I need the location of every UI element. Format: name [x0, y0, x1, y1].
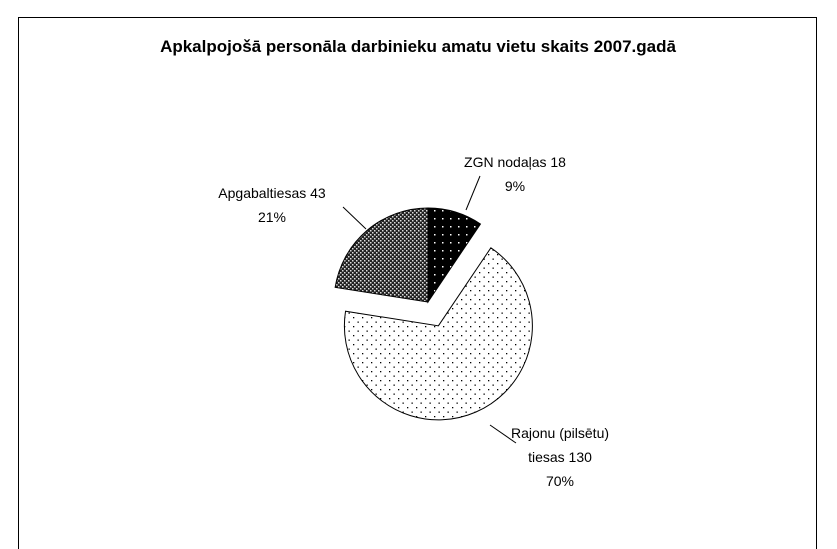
chart-title: Apkalpojošā personāla darbinieku amatu v… — [160, 37, 676, 56]
category-label: ZGN nodaļas — [464, 154, 546, 170]
category-label: Apgabaltiesas — [218, 185, 306, 201]
value-label: 43 — [310, 185, 326, 201]
value-label: 130 — [569, 449, 593, 465]
slice-label: Apgabaltiesas 43 — [218, 185, 326, 201]
percent-label: 21% — [258, 209, 286, 225]
leader-line — [342, 206, 367, 230]
leader-line — [465, 175, 481, 211]
slice-label: Rajonu (pilsētu) — [511, 425, 609, 441]
category-label: tiesas — [528, 449, 565, 465]
percent-label: 9% — [505, 178, 525, 194]
percent-label: 70% — [546, 473, 574, 489]
pie-slice — [334, 207, 429, 303]
value-label: 18 — [550, 154, 566, 170]
leader-line — [489, 424, 517, 444]
slice-label: ZGN nodaļas 18 — [464, 154, 566, 170]
pie-slice — [343, 247, 533, 421]
frame — [18, 17, 817, 549]
pie — [334, 207, 533, 421]
labels: ZGN nodaļas 18 9% Rajonu (pilsētu) tiesas 1… — [218, 154, 609, 489]
slice-label: tiesas 130 — [528, 449, 592, 465]
